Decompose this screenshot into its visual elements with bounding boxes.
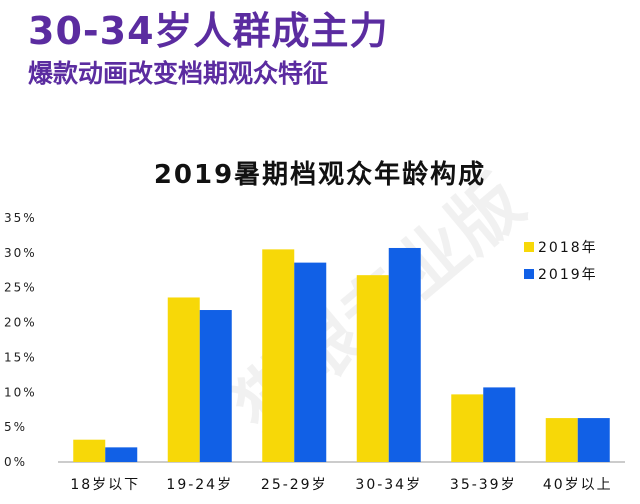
bar-2019 — [388, 247, 421, 462]
bar-2019 — [483, 387, 516, 462]
legend-swatch — [524, 242, 534, 252]
bar-2019 — [199, 310, 232, 462]
bar-2019 — [105, 447, 138, 462]
x-tick-label: 30-34岁 — [355, 477, 422, 493]
y-tick-label: 10% — [4, 385, 37, 399]
x-tick-label: 35-39岁 — [450, 477, 517, 493]
y-tick-label: 25% — [4, 281, 37, 295]
y-tick-label: 30% — [4, 246, 37, 260]
bar-2018 — [167, 297, 200, 462]
bar-2018 — [262, 249, 295, 462]
bar-2018 — [545, 418, 578, 462]
bar-2018 — [73, 439, 106, 462]
x-tick-label: 19-24岁 — [166, 477, 233, 493]
y-tick-label: 35% — [4, 211, 37, 225]
bar-2019 — [577, 418, 610, 462]
y-tick-label: 20% — [4, 316, 37, 330]
bar-2019 — [294, 262, 327, 462]
bar-2018 — [451, 394, 484, 462]
x-tick-label: 40岁以上 — [543, 477, 613, 493]
legend-label: 2018年 — [538, 240, 598, 256]
subheadline: 爆款动画改变档期观众特征 — [28, 59, 329, 88]
x-tick-label: 25-29岁 — [261, 477, 328, 493]
chart-title: 2019暑期档观众年龄构成 — [153, 160, 487, 190]
y-tick-label: 0% — [4, 455, 27, 469]
y-tick-label: 15% — [4, 350, 37, 364]
x-tick-label: 18岁以下 — [70, 477, 140, 493]
legend-label: 2019年 — [538, 267, 598, 283]
legend-swatch — [524, 269, 534, 279]
headline: 30-34岁人群成主力 — [28, 9, 389, 53]
y-tick-label: 5% — [4, 420, 27, 434]
bar-2018 — [356, 275, 389, 462]
